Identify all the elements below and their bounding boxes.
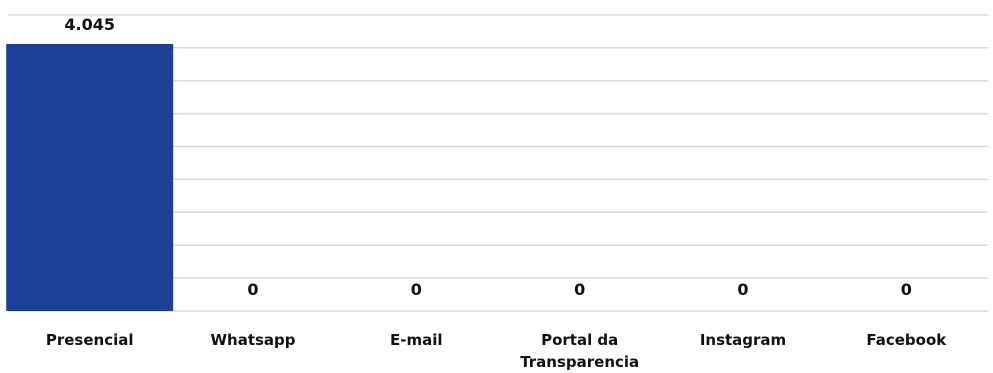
category-label-4-line-0: Instagram — [700, 331, 786, 349]
data-label-3: 0 — [574, 280, 585, 299]
category-label-3-line-0: Portal da — [541, 331, 618, 349]
category-label-1: Whatsapp — [210, 331, 295, 349]
category-label-1-line-0: Whatsapp — [210, 331, 295, 349]
category-label-0-line-0: Presencial — [46, 331, 134, 349]
category-label-4: Instagram — [700, 331, 786, 349]
category-label-3: Portal da Transparencia — [520, 331, 639, 371]
data-label-4: 0 — [737, 280, 748, 299]
data-label-5: 0 — [901, 280, 912, 299]
bars — [6, 44, 174, 311]
data-label-1: 0 — [247, 280, 258, 299]
category-label-5: Facebook — [866, 331, 947, 349]
data-label-0: 4.045 — [64, 15, 115, 34]
category-label-0: Presencial — [46, 331, 134, 349]
category-label-5-line-0: Facebook — [866, 331, 947, 349]
bar-0 — [6, 44, 174, 311]
category-label-2-line-0: E-mail — [390, 331, 443, 349]
category-labels: Presencial Whatsapp E-mail Portal da Transpa… — [46, 331, 947, 371]
data-labels: 4.045 0 0 0 0 0 — [64, 15, 911, 299]
data-label-2: 0 — [411, 280, 422, 299]
category-label-3-line-1: Transparencia — [520, 353, 639, 371]
category-label-2: E-mail — [390, 331, 443, 349]
